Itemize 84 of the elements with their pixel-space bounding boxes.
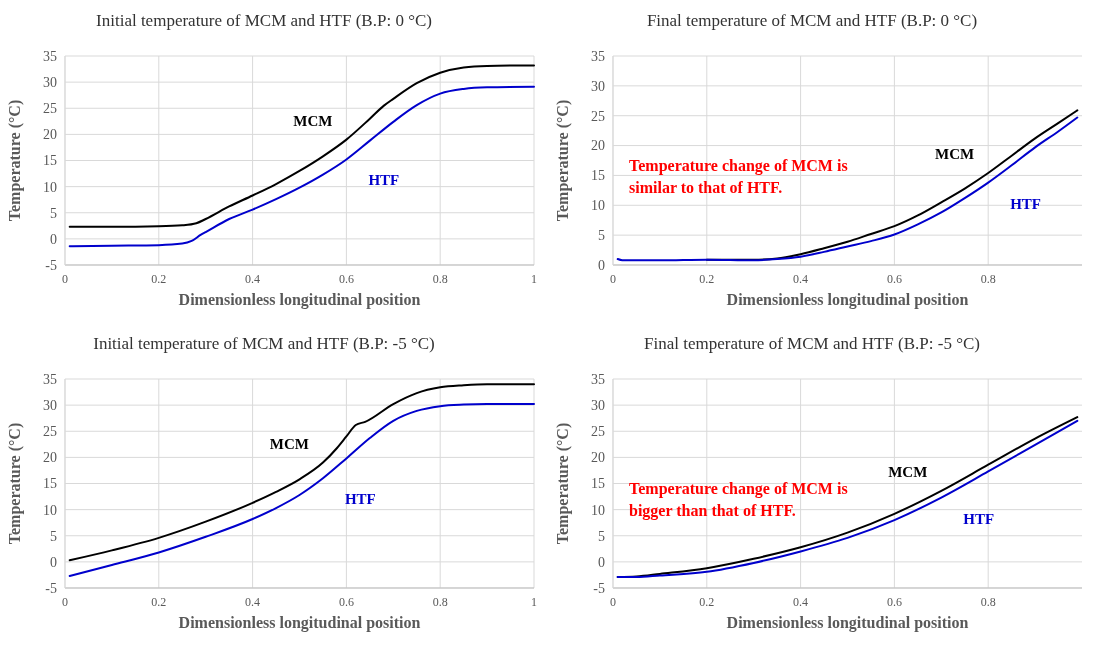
y-tick-label: 30 [43,398,57,414]
y-tick-label: 25 [43,101,57,117]
y-tick-label: 35 [591,48,605,64]
y-tick-label: 10 [591,502,605,518]
y-tick-label: 35 [43,371,57,387]
y-tick-label: 0 [598,257,605,273]
line-series [616,116,1079,262]
y-tick-label: 25 [591,424,605,440]
y-tick-label: 10 [43,502,57,518]
x-tick-label: 0 [610,272,616,286]
series-label: MCM [935,146,975,163]
line-series [68,64,535,228]
y-tick-label: 20 [43,450,57,466]
y-tick-label: 20 [43,127,57,143]
y-tick-label: 25 [43,424,57,440]
chart-title: Initial temperature of MCM and HTF (B.P: 0 °C) [96,11,432,30]
y-tick-label: 20 [591,450,605,466]
y-tick-label: 30 [591,398,605,414]
x-tick-label: 0.2 [699,272,715,286]
y-axis-title: Temperature (°C) [6,99,24,222]
y-tick-label: -5 [45,257,57,273]
x-tick-label: 0.8 [432,272,448,286]
chart-title: Final temperature of MCM and HTF (B.P: -5 °C) [644,334,980,353]
y-tick-label: 0 [598,554,605,570]
y-tick-label: 5 [598,228,605,244]
x-tick-label: 0.4 [793,595,809,609]
x-tick-label: 0.8 [980,272,996,286]
x-tick-label: 0.8 [432,595,448,609]
y-tick-label: 10 [43,179,57,195]
line-series [68,403,535,577]
x-tick-label: 0.4 [245,595,261,609]
x-tick-label: 0.2 [151,595,167,609]
y-tick-label: 5 [50,528,57,544]
x-tick-label: 0.4 [245,272,261,286]
x-axis-title: Dimensionless longitudinal position [726,291,969,309]
x-axis-title: Dimensionless longitudinal position [726,614,969,632]
y-tick-label: 20 [591,138,605,154]
x-tick-label: 0.6 [886,595,902,609]
y-axis-title: Temperature (°C) [6,422,24,545]
y-tick-label: 30 [43,75,57,91]
annotation: Temperature change of MCM is similar to that of HTF. [629,156,848,196]
series-label: HTF [368,172,400,189]
x-tick-label: 0.8 [980,595,996,609]
x-tick-label: 0.6 [886,272,902,286]
y-tick-label: 0 [50,554,57,570]
series-label: MCM [269,435,309,452]
y-tick-label: 35 [43,48,57,64]
y-tick-label: 35 [591,371,605,387]
y-tick-label: 15 [43,153,57,169]
x-tick-label: 0.2 [151,272,167,286]
y-tick-label: 25 [591,108,605,124]
series-label: HTF [963,510,995,527]
x-tick-label: 0.6 [338,272,354,286]
x-tick-label: 0.4 [793,272,809,286]
series-label: MCM [293,112,333,129]
x-axis-title: Dimensionless longitudinal position [178,291,421,309]
y-tick-label: 15 [591,476,605,492]
x-axis-title: Dimensionless longitudinal position [178,614,421,632]
chart-title: Initial temperature of MCM and HTF (B.P: -5 °C) [93,334,435,353]
y-axis-title: Temperature (°C) [554,99,572,222]
x-tick-label: 0 [62,595,68,609]
y-tick-label: 0 [50,231,57,247]
y-tick-label: 15 [591,168,605,184]
x-tick-label: 1 [531,595,537,609]
y-tick-label: 5 [50,205,57,221]
y-axis-title: Temperature (°C) [554,422,572,545]
y-tick-label: 10 [591,198,605,214]
x-tick-label: 0 [610,595,616,609]
x-tick-label: 0 [62,272,68,286]
series-label: MCM [888,463,928,480]
series-label: HTF [344,491,376,508]
line-series [68,383,535,562]
x-tick-label: 1 [531,272,537,286]
line-series [68,85,535,248]
y-tick-label: -5 [593,580,605,596]
chart-title: Final temperature of MCM and HTF (B.P: 0 °C) [646,11,978,30]
y-tick-label: 15 [43,476,57,492]
x-tick-label: 0.2 [699,595,715,609]
y-tick-label: 5 [598,528,605,544]
y-tick-label: -5 [45,580,57,596]
annotation: Temperature change of MCM is bigger than that of HTF. [629,479,848,520]
y-tick-label: 30 [591,78,605,94]
series-label: HTF [1010,195,1042,212]
x-tick-label: 0.6 [338,595,354,609]
